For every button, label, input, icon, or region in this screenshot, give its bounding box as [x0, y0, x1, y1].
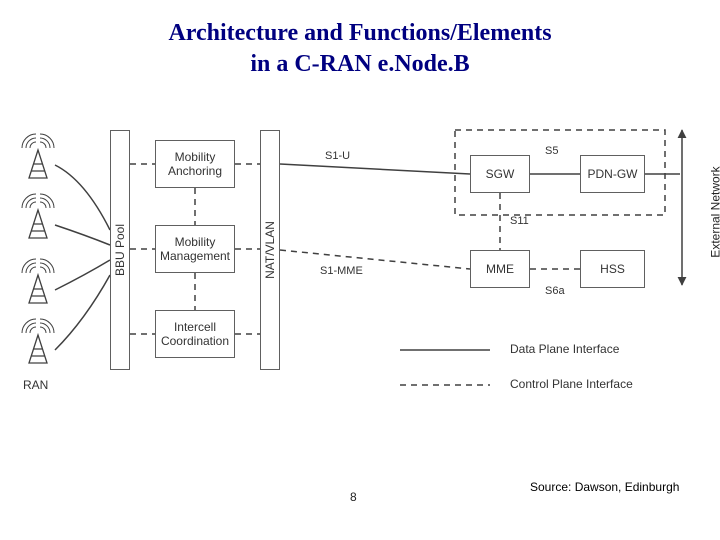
page-number: 8: [350, 490, 357, 504]
s11-label: S11: [510, 215, 529, 227]
external-network-label: External Network: [709, 166, 720, 257]
nat-vlan-label: NAT/VLAN: [263, 221, 277, 279]
legend-control-plane-label: Control Plane Interface: [510, 377, 633, 391]
sgw-label: SGW: [486, 167, 515, 181]
pdn-gw-label: PDN-GW: [588, 167, 638, 181]
title-line-1: Architecture and Functions/Elements: [168, 20, 551, 46]
s1-u-label: S1-U: [325, 150, 350, 162]
bbu-pool-bar: BBU Pool: [110, 130, 130, 370]
hss-label: HSS: [600, 262, 625, 276]
mobility-management-box: MobilityManagement: [155, 225, 235, 273]
source-attribution: Source: Dawson, Edinburgh: [530, 480, 679, 494]
mobility-anchoring-box: MobilityAnchoring: [155, 140, 235, 188]
intercell-coordination-box: IntercellCoordination: [155, 310, 235, 358]
mobility-management-label: MobilityManagement: [160, 235, 230, 263]
title-line-2: in a C-RAN e.Node.B: [250, 51, 469, 77]
bbu-pool-label: BBU Pool: [113, 224, 127, 276]
s5-label: S5: [545, 145, 558, 157]
pdn-gw-box: PDN-GW: [580, 155, 645, 193]
nat-vlan-bar: NAT/VLAN: [260, 130, 280, 370]
architecture-diagram: BBU Pool NAT/VLAN MobilityAnchoring Mobi…: [0, 110, 720, 450]
intercell-coordination-label: IntercellCoordination: [161, 320, 229, 348]
s1-mme-label: S1-MME: [320, 265, 363, 277]
s6a-label: S6a: [545, 285, 565, 297]
mme-box: MME: [470, 250, 530, 288]
page-title: Architecture and Functions/Elements in a…: [0, 0, 720, 80]
hss-box: HSS: [580, 250, 645, 288]
legend-data-plane-label: Data Plane Interface: [510, 342, 619, 356]
ran-label: RAN: [23, 378, 48, 392]
sgw-box: SGW: [470, 155, 530, 193]
mobility-anchoring-label: MobilityAnchoring: [168, 150, 222, 178]
mme-label: MME: [486, 262, 514, 276]
